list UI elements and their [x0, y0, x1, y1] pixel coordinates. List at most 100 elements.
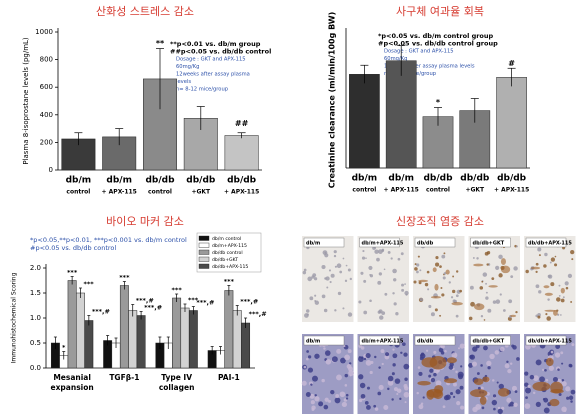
- stain: [434, 283, 439, 291]
- tissue-cell: [391, 372, 395, 376]
- tissue-cell: [541, 368, 545, 371]
- bar-label: ***: [67, 269, 78, 277]
- tissue-cell: [380, 349, 385, 354]
- tissue-cell: [348, 370, 355, 376]
- tissue-cell: [434, 308, 438, 312]
- tissue-cell: [349, 277, 352, 281]
- x-tick-label: + APX-115: [102, 189, 137, 196]
- tissue-cell: [567, 273, 573, 278]
- bar-label: ***,#: [136, 297, 154, 305]
- tissue-cell: [483, 345, 488, 351]
- tissue-cell: [358, 398, 363, 403]
- note: Dosage : GKT and APX-115: [176, 57, 246, 63]
- stain: [470, 389, 488, 398]
- tissue-cell: [525, 269, 529, 274]
- x-tick-label: Type IV: [161, 373, 192, 382]
- note: levels: [176, 79, 191, 85]
- tissue-cell: [365, 257, 367, 259]
- tissue-cell: [453, 395, 456, 398]
- stain: [500, 265, 511, 274]
- tissue-cell: [417, 255, 420, 258]
- tissue-cell: [439, 314, 442, 317]
- note: 12weeks after assay plasma levels: [384, 64, 475, 70]
- image-label-box: [359, 335, 400, 346]
- image-label: db/db: [417, 240, 434, 246]
- tissue-cell: [468, 316, 473, 321]
- bar: [188, 310, 198, 369]
- tissue-cell: [558, 294, 561, 297]
- tissue-cell: [472, 346, 478, 352]
- tissue-cell: [400, 351, 403, 355]
- tissue-cell: [399, 397, 402, 401]
- image-label: db/m+APX-115: [362, 240, 404, 246]
- tissue-cell: [368, 265, 373, 270]
- tissue-cell: [414, 263, 417, 266]
- tissue-cell: [527, 384, 531, 388]
- tissue-cell: [554, 255, 557, 258]
- tissue-cell: [305, 392, 311, 397]
- x-tick-label: db/db: [423, 174, 453, 184]
- tissue-cell: [443, 252, 446, 255]
- tissue-cell: [384, 354, 390, 360]
- tissue-cell: [443, 272, 447, 275]
- tissue-cell: [404, 283, 406, 285]
- tissue-cell: [440, 286, 443, 289]
- tissue-cell: [443, 395, 450, 401]
- tissue-cell: [537, 247, 542, 252]
- tissue-cell: [396, 388, 402, 393]
- tissue-cell: [374, 407, 379, 411]
- bar-label: ***,#: [144, 304, 162, 312]
- tissue-cell: [452, 289, 456, 294]
- tissue-cell: [364, 400, 369, 405]
- tissue-cell: [330, 273, 335, 278]
- tissue-cell: [321, 264, 326, 270]
- tissue-cell: [514, 390, 518, 393]
- tissue-cell: [472, 256, 475, 259]
- x-tick-label: + APX-115: [494, 187, 529, 194]
- bar: [84, 320, 94, 369]
- tissue-cell: [306, 357, 309, 361]
- bar: [224, 290, 234, 369]
- tissue-cell: [418, 404, 424, 410]
- tissue-cell: [345, 393, 349, 397]
- tissue-cell: [485, 291, 488, 294]
- tissue-cell: [564, 281, 569, 286]
- stain: [417, 380, 431, 386]
- tissue-cell: [439, 265, 442, 268]
- tissue-cell: [533, 375, 539, 381]
- tissue-cell: [327, 399, 331, 403]
- y-tick-label: 1.5: [30, 289, 41, 297]
- tissue-cell: [475, 344, 480, 349]
- tissue-cell: [489, 353, 495, 360]
- bar-label: *: [62, 344, 66, 352]
- stain: [432, 267, 437, 273]
- tissue-cell: [442, 405, 446, 409]
- note: **p<0.01 vs. db/m group: [170, 40, 261, 48]
- stain: [553, 310, 558, 316]
- chart-title: 바이오 마커 감소: [106, 215, 184, 228]
- image-label: db/db+GKT: [473, 240, 505, 246]
- image-label-box: [525, 237, 567, 248]
- image-label-box: [414, 335, 456, 346]
- tissue-cell: [550, 350, 554, 354]
- bar: [232, 310, 242, 369]
- bar: [349, 74, 380, 169]
- legend-swatch: [198, 242, 210, 248]
- tissue-cell: [452, 275, 455, 278]
- y-tick-label: 0.5: [30, 339, 41, 347]
- tissue-cell: [498, 383, 504, 390]
- tissue-cell: [565, 386, 571, 392]
- stain: [482, 376, 490, 383]
- tissue-cell: [329, 280, 332, 284]
- tissue-cell: [418, 371, 423, 376]
- chart-title: 사구체 여과율 회복: [396, 5, 484, 18]
- tissue-image: [357, 334, 409, 414]
- tissue-cell: [378, 366, 381, 369]
- tissue-cell: [385, 352, 390, 357]
- tissue-cell: [568, 363, 573, 368]
- bar: [67, 280, 77, 369]
- tissue-cell: [378, 249, 383, 254]
- tissue-cell: [433, 350, 437, 354]
- tissue-cell: [442, 276, 446, 280]
- bar-label: ***,#: [240, 298, 258, 306]
